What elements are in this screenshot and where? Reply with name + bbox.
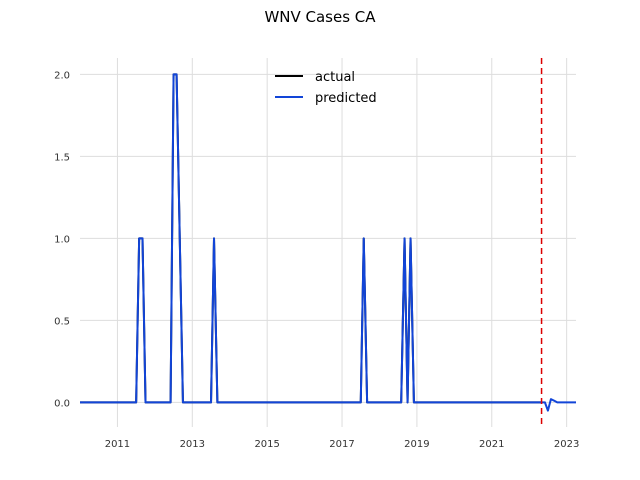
x-tick-label: 2023 bbox=[554, 439, 579, 450]
chart-title: WNV Cases CA bbox=[264, 8, 376, 26]
x-tick-label: 2015 bbox=[254, 439, 279, 450]
x-tick-label: 2019 bbox=[404, 439, 429, 450]
series-line-predicted bbox=[80, 73, 576, 412]
x-tick-label: 2011 bbox=[105, 439, 130, 450]
series-lines bbox=[80, 73, 576, 412]
legend-label-predicted: predicted bbox=[315, 91, 377, 106]
legend-label-actual: actual bbox=[315, 70, 355, 85]
legend: actual predicted bbox=[275, 70, 377, 106]
y-tick-label: 1.5 bbox=[54, 152, 70, 163]
y-tick-label: 2.0 bbox=[54, 70, 70, 81]
x-tick-label: 2017 bbox=[329, 439, 354, 450]
y-tick-label: 1.0 bbox=[54, 234, 70, 245]
x-tick-label: 2013 bbox=[180, 439, 205, 450]
y-tick-label: 0.5 bbox=[54, 316, 70, 327]
y-tick-label: 0.0 bbox=[54, 398, 70, 409]
axis-ticks: 2011 2013 2015 2017 2019 2021 2023 0.0 0.5 1.0 1.5… bbox=[54, 70, 579, 450]
x-tick-label: 2021 bbox=[479, 439, 504, 450]
